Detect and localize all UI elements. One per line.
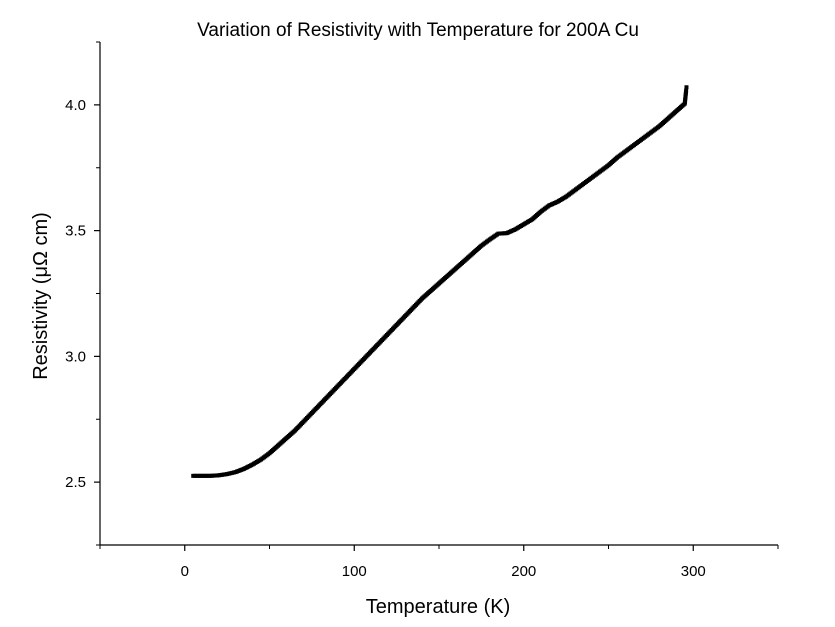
x-tick-label: 0 [181,563,189,580]
tick-marks [94,41,779,551]
y-tick-label: 3.5 [65,223,86,240]
y-axis-label: Resistivity (μΩ cm) [30,212,52,380]
data-point [684,88,689,93]
x-tick-label: 200 [511,563,536,580]
data-series [191,85,689,478]
axes [99,42,778,546]
x-axis-label: Temperature (K) [366,596,511,618]
y-tick-label: 2.5 [65,474,86,491]
x-tick-label: 100 [342,563,367,580]
data-point [684,85,689,90]
y-tick-label: 4.0 [65,97,86,114]
tick-labels: 0 100 200 300 2.5 3.0 3.5 4.0 [65,97,706,580]
x-tick-label: 300 [681,563,706,580]
chart-title: Variation of Resistivity with Temperatur… [197,20,639,41]
y-tick-label: 3.0 [65,348,86,365]
